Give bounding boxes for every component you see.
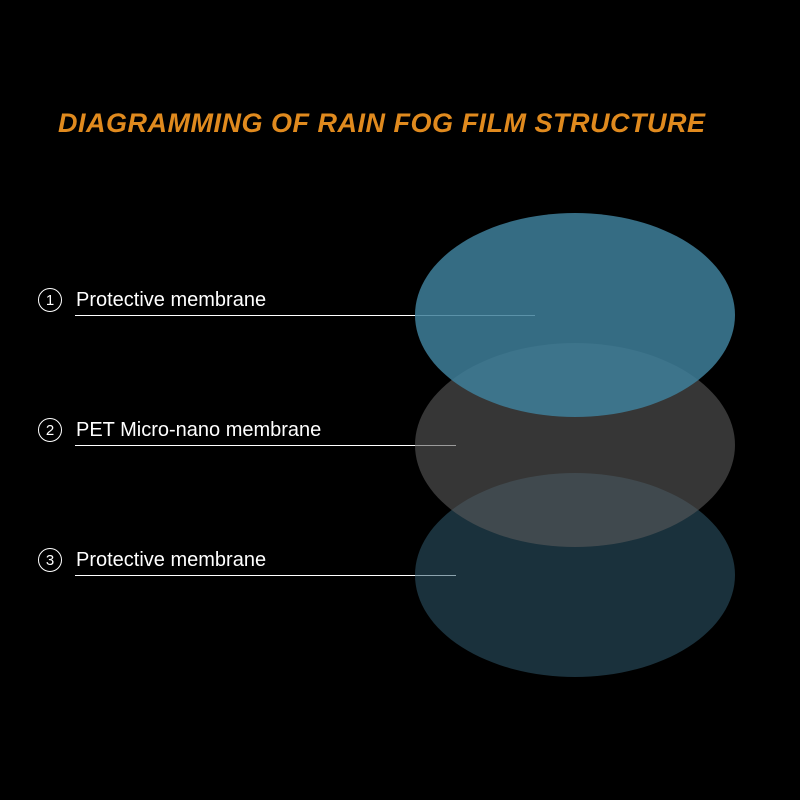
film-layer-top: [415, 213, 735, 417]
layer-text-1: Protective membrane: [76, 289, 266, 312]
layer-underline-2: [75, 445, 456, 446]
layer-label-1: 1 Protective membrane: [38, 288, 266, 312]
layer-number-1: 1: [38, 288, 62, 312]
layer-number-2: 2: [38, 418, 62, 442]
layer-text-3: Protective membrane: [76, 549, 266, 572]
diagram-canvas: DIAGRAMMING OF RAIN FOG FILM STRUCTURE 1…: [0, 0, 800, 800]
diagram-title: DIAGRAMMING OF RAIN FOG FILM STRUCTURE: [58, 108, 705, 139]
layer-number-3: 3: [38, 548, 62, 572]
layer-underline-3: [75, 575, 456, 576]
layer-label-2: 2 PET Micro-nano membrane: [38, 418, 321, 442]
layer-text-2: PET Micro-nano membrane: [76, 419, 321, 442]
ellipse-icon: [415, 213, 735, 417]
layer-label-3: 3 Protective membrane: [38, 548, 266, 572]
